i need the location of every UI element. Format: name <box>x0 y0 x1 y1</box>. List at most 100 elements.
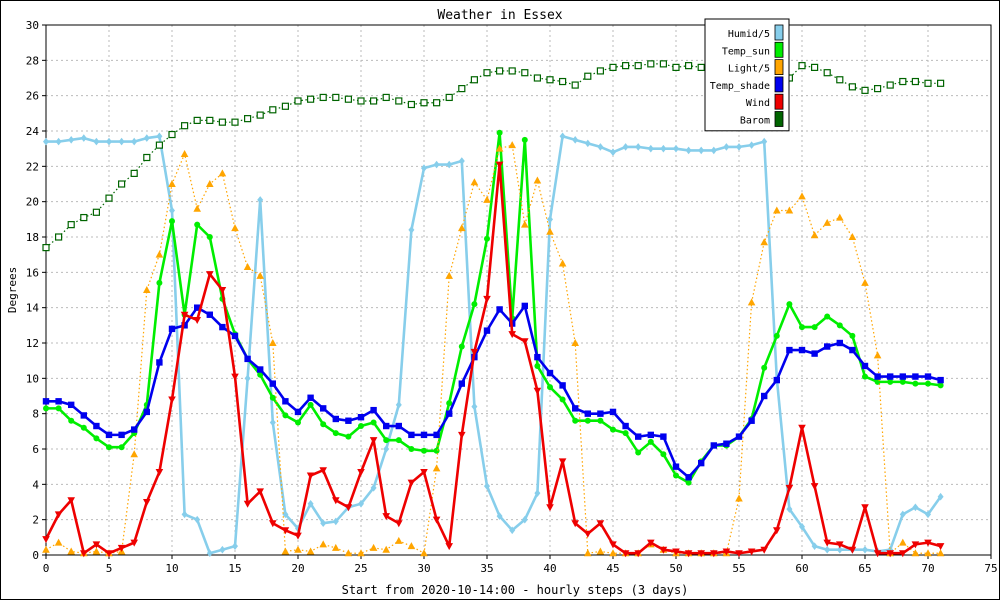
data-point <box>421 164 427 172</box>
data-point <box>925 510 931 519</box>
data-point <box>408 431 415 439</box>
data-point <box>344 504 353 512</box>
data-point <box>748 417 755 424</box>
data-point <box>433 99 441 107</box>
data-point <box>887 378 894 385</box>
data-point <box>168 325 176 333</box>
data-point <box>786 301 793 308</box>
data-point <box>43 405 49 412</box>
data-point <box>420 468 428 476</box>
y-tick-label: 28 <box>26 54 39 67</box>
data-point <box>370 406 377 414</box>
data-point <box>861 86 869 94</box>
data-point <box>597 410 604 417</box>
data-point <box>685 479 692 486</box>
data-point <box>773 332 780 339</box>
data-point <box>571 81 579 89</box>
data-point <box>421 447 427 454</box>
data-point <box>899 510 906 519</box>
y-tick-label: 8 <box>32 408 39 421</box>
data-point <box>584 139 591 148</box>
data-point <box>206 549 213 558</box>
data-point <box>635 143 642 151</box>
x-tick-label: 45 <box>606 562 619 575</box>
data-point <box>458 380 465 387</box>
data-point <box>873 351 882 359</box>
data-point <box>243 263 252 271</box>
data-point <box>735 550 743 558</box>
data-point <box>508 141 516 149</box>
data-point <box>660 433 667 440</box>
data-point <box>370 419 377 426</box>
data-point <box>194 304 201 311</box>
data-point <box>798 62 806 70</box>
data-point <box>622 422 629 430</box>
data-point <box>68 417 75 424</box>
data-point <box>307 394 314 401</box>
data-point <box>358 499 364 508</box>
data-point <box>345 417 352 424</box>
x-tick-label: 70 <box>921 562 934 575</box>
data-point <box>294 545 302 553</box>
data-point <box>231 118 239 126</box>
data-point <box>572 417 579 424</box>
data-point <box>609 549 617 557</box>
data-point <box>533 387 542 395</box>
data-point <box>80 412 87 419</box>
data-point <box>621 62 630 70</box>
data-point <box>55 398 62 405</box>
legend-swatch <box>774 41 784 58</box>
data-point <box>446 160 453 169</box>
data-point <box>496 129 503 136</box>
data-point <box>194 221 201 228</box>
data-point <box>67 497 75 505</box>
data-point <box>307 95 315 103</box>
data-point <box>659 546 668 554</box>
y-tick-label: 30 <box>26 19 39 32</box>
data-point <box>357 97 365 105</box>
y-tick-label: 0 <box>32 549 39 562</box>
data-point <box>383 437 390 444</box>
data-point <box>93 137 100 146</box>
data-point <box>130 169 138 177</box>
data-point <box>206 311 213 318</box>
data-point <box>899 538 907 546</box>
data-point <box>206 234 213 240</box>
data-point <box>181 322 188 329</box>
data-point <box>584 417 591 424</box>
data-point <box>257 366 264 373</box>
data-point <box>408 446 415 452</box>
data-point <box>244 374 251 383</box>
data-point <box>458 224 466 232</box>
data-point <box>659 60 668 68</box>
data-point <box>332 543 340 551</box>
data-point <box>559 396 566 403</box>
data-point <box>810 63 819 72</box>
data-point <box>458 343 465 350</box>
data-point <box>571 339 579 346</box>
data-point <box>937 492 944 501</box>
data-point <box>874 373 881 380</box>
data-point <box>369 437 378 445</box>
data-point <box>710 550 718 558</box>
data-point <box>80 213 88 222</box>
data-point <box>92 541 101 549</box>
data-point <box>470 76 478 84</box>
data-point <box>521 69 529 77</box>
data-point <box>395 401 402 409</box>
data-point <box>118 444 125 451</box>
legend-swatch <box>774 93 784 110</box>
x-axis-label: Start from 2020-10-14:00 - hourly steps … <box>342 583 689 597</box>
data-point <box>193 317 201 325</box>
data-point <box>609 541 617 549</box>
data-point <box>407 542 416 550</box>
data-point <box>848 83 857 91</box>
data-point <box>684 62 693 70</box>
data-point <box>723 440 730 447</box>
data-point <box>156 132 163 141</box>
data-point <box>470 348 479 356</box>
y-tick-label: 26 <box>26 90 39 103</box>
data-point <box>244 355 251 363</box>
data-point <box>42 545 50 553</box>
